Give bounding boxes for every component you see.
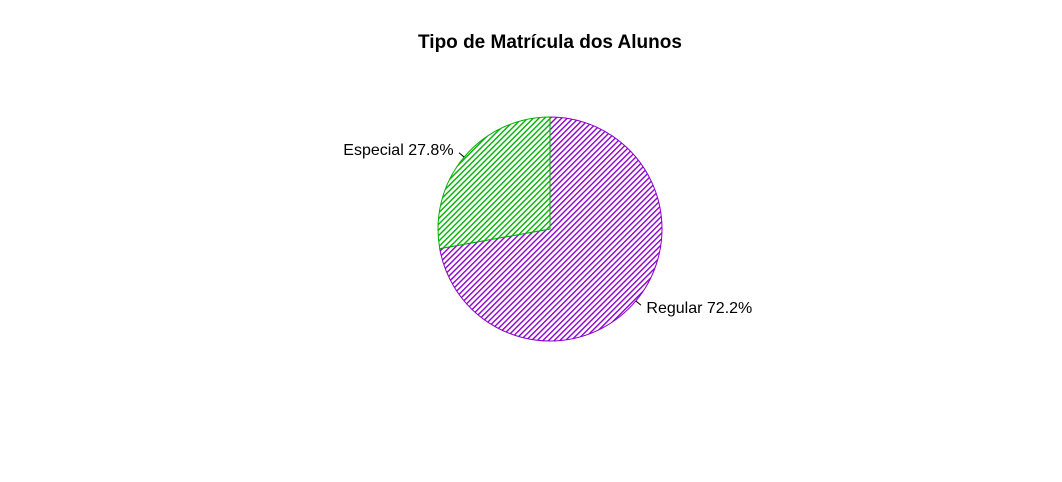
pie-labels: Regular 72.2% Especial 27.8% <box>343 142 752 317</box>
pie-label-regular: Regular 72.2% <box>646 300 752 317</box>
pie-label-especial: Especial 27.8% <box>343 142 453 159</box>
pie-label-leader <box>458 152 465 158</box>
pie-slice-especial <box>437 116 551 250</box>
pie-label-leader <box>635 300 642 306</box>
chart-title: Tipo de Matrícula dos Alunos <box>418 32 682 53</box>
pie-slices <box>437 116 663 342</box>
